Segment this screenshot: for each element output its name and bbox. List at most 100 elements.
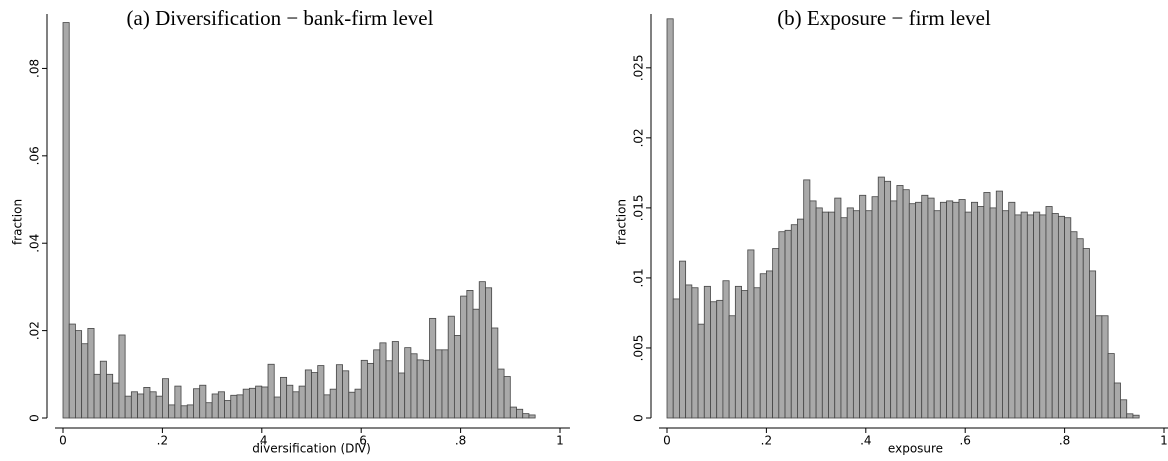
y-tick-label: .02 xyxy=(28,321,42,340)
bar xyxy=(977,206,985,419)
bar xyxy=(884,180,892,419)
bar xyxy=(422,359,430,419)
bar xyxy=(317,365,325,419)
bar xyxy=(672,298,680,419)
y-tick-label: .005 xyxy=(632,335,646,362)
y-tick-label: .015 xyxy=(632,195,646,222)
bar xyxy=(1020,211,1028,419)
y-tick-label: .06 xyxy=(28,146,42,165)
bar xyxy=(112,382,120,419)
bar xyxy=(995,190,1003,419)
bar xyxy=(1089,270,1097,419)
bar xyxy=(772,248,780,419)
bar xyxy=(509,406,517,419)
bar xyxy=(360,359,368,419)
bar xyxy=(797,218,805,419)
bar xyxy=(261,386,269,419)
bar xyxy=(710,301,718,419)
bar xyxy=(1113,382,1121,419)
bar xyxy=(778,231,786,419)
bar xyxy=(217,391,225,419)
bar xyxy=(416,359,424,419)
bar xyxy=(964,211,972,419)
bar xyxy=(1070,231,1078,419)
bar xyxy=(286,384,294,419)
bar xyxy=(983,192,991,419)
bar xyxy=(809,200,817,419)
bar xyxy=(367,362,375,419)
bar xyxy=(877,176,885,419)
bar xyxy=(716,299,724,419)
bar xyxy=(528,414,536,419)
bar xyxy=(472,308,480,419)
bar xyxy=(354,388,362,419)
bar xyxy=(989,207,997,419)
bar xyxy=(429,317,437,419)
panel-title: (a) Diversification − bank-firm level xyxy=(127,6,434,30)
bar xyxy=(803,179,811,419)
bar xyxy=(896,185,904,419)
bar xyxy=(685,284,693,419)
bar xyxy=(460,295,468,419)
bar xyxy=(516,408,524,419)
bar xyxy=(503,376,511,419)
bar xyxy=(292,391,300,419)
bar xyxy=(958,199,966,419)
bar xyxy=(1082,248,1090,419)
bar xyxy=(323,394,331,419)
bar xyxy=(193,388,201,419)
x-tick-label: 0 xyxy=(59,434,67,448)
y-tick-label: .08 xyxy=(28,59,42,78)
bar xyxy=(1008,201,1016,419)
bar xyxy=(952,201,960,419)
bar xyxy=(161,378,170,419)
bar xyxy=(1045,206,1053,419)
y-tick-label: 0 xyxy=(632,414,646,422)
bar xyxy=(205,402,213,419)
bar xyxy=(1101,315,1109,419)
bar xyxy=(385,360,393,419)
bar xyxy=(939,201,947,419)
x-tick-label: .2 xyxy=(761,434,772,448)
bar xyxy=(311,372,319,419)
bar xyxy=(753,287,761,419)
bar xyxy=(168,404,176,419)
bar xyxy=(815,207,823,419)
bar xyxy=(248,387,256,419)
y-tick-label: .01 xyxy=(632,268,646,287)
bar xyxy=(174,385,182,419)
bar xyxy=(871,196,879,419)
bar xyxy=(927,197,935,419)
bar xyxy=(915,201,923,419)
bar xyxy=(1120,399,1128,419)
bar xyxy=(946,200,954,419)
bar xyxy=(1033,211,1041,419)
bar xyxy=(68,323,76,419)
bar xyxy=(908,203,916,419)
bar xyxy=(410,353,418,419)
x-tick-label: .4 xyxy=(860,434,871,448)
x-tick-label: 0 xyxy=(663,434,671,448)
bar xyxy=(62,22,70,419)
bar xyxy=(784,229,792,419)
bar xyxy=(703,285,711,419)
bar xyxy=(155,395,163,419)
x-tick-label: .8 xyxy=(455,434,466,448)
bar xyxy=(491,327,499,419)
bar xyxy=(298,385,306,419)
bar xyxy=(840,217,848,419)
bar xyxy=(81,343,89,419)
bar xyxy=(230,394,238,419)
bar xyxy=(834,197,842,419)
bar xyxy=(890,200,898,419)
panel-title: (b) Exposure − firm level xyxy=(777,6,991,30)
x-tick-label: 1 xyxy=(1160,434,1168,448)
bar xyxy=(921,194,929,419)
y-tick-label: 0 xyxy=(28,414,42,422)
bar xyxy=(666,18,674,419)
x-tick-label: .4 xyxy=(256,434,267,448)
bar xyxy=(790,224,798,419)
bar xyxy=(373,349,381,419)
bar xyxy=(149,391,157,419)
